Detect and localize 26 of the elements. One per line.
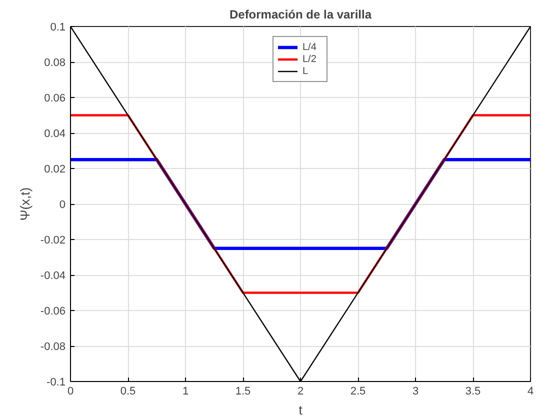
y-tick-label: 0.06 — [44, 92, 66, 104]
x-tick-label: 4 — [527, 386, 534, 398]
y-tick-label: -0.04 — [40, 270, 66, 282]
legend-label: L/4 — [302, 41, 318, 53]
x-tick-label: 2.5 — [350, 386, 366, 398]
y-tick-label: -0.06 — [40, 306, 66, 318]
x-tick-label: 1.5 — [235, 386, 251, 398]
x-axis-title: t — [298, 402, 303, 418]
x-tick-label: 3 — [412, 386, 419, 398]
y-tick-label: 0.04 — [44, 128, 66, 140]
y-tick-label: -0.1 — [46, 376, 66, 388]
y-tick-label: -0.08 — [40, 341, 66, 353]
y-tick-label: -0.02 — [40, 234, 66, 246]
x-tick-label: 3.5 — [465, 386, 481, 398]
y-tick-label: 0.02 — [44, 164, 66, 176]
legend-label: L — [302, 65, 310, 77]
y-tick-label: 0 — [59, 199, 66, 211]
y-tick-label: 0.08 — [44, 57, 66, 69]
legend-label: L/2 — [302, 53, 318, 65]
chart-title: Deformación de la varilla — [229, 8, 372, 22]
x-tick-label: 2 — [297, 386, 304, 398]
x-tick-label: 1 — [182, 386, 189, 398]
y-axis-title: Ψ(x,t) — [17, 187, 32, 221]
x-tick-label: 0.5 — [120, 386, 136, 398]
y-tick-label: 0.1 — [50, 22, 66, 34]
x-tick-label: 0 — [67, 386, 74, 398]
